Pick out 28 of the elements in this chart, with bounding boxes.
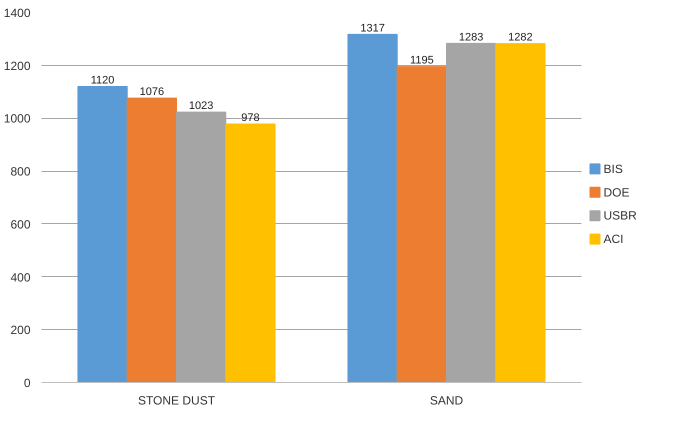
bar xyxy=(77,86,128,382)
legend-label: BIS xyxy=(604,162,623,176)
legend-label: USBR xyxy=(604,208,638,223)
y-tick-label: 200 xyxy=(10,323,31,338)
bar xyxy=(225,124,276,382)
x-tick-label: SAND xyxy=(430,394,464,408)
y-tick-label: 800 xyxy=(10,164,31,179)
data-label: 1282 xyxy=(508,32,533,44)
legend-label: ACI xyxy=(604,232,624,246)
legend-label: DOE xyxy=(604,185,630,200)
bar xyxy=(126,98,177,382)
data-label: 1023 xyxy=(188,100,214,112)
data-label: 1076 xyxy=(140,86,164,98)
data-label: 1283 xyxy=(458,31,484,44)
y-tick-label: 1000 xyxy=(4,112,31,126)
y-tick-label: 1400 xyxy=(4,6,31,20)
y-tick-label: 0 xyxy=(24,376,31,390)
data-label: 978 xyxy=(241,112,260,124)
bar xyxy=(495,43,546,382)
bar xyxy=(396,66,447,382)
data-label: 1120 xyxy=(90,74,114,86)
y-tick-label: 400 xyxy=(10,270,31,284)
y-tick-label: 1200 xyxy=(4,58,31,73)
y-tick-label: 600 xyxy=(10,217,31,232)
data-label: 1195 xyxy=(410,54,434,67)
bar xyxy=(347,34,398,382)
data-label: 1317 xyxy=(360,22,385,34)
x-tick-label: STONE DUST xyxy=(138,394,216,408)
